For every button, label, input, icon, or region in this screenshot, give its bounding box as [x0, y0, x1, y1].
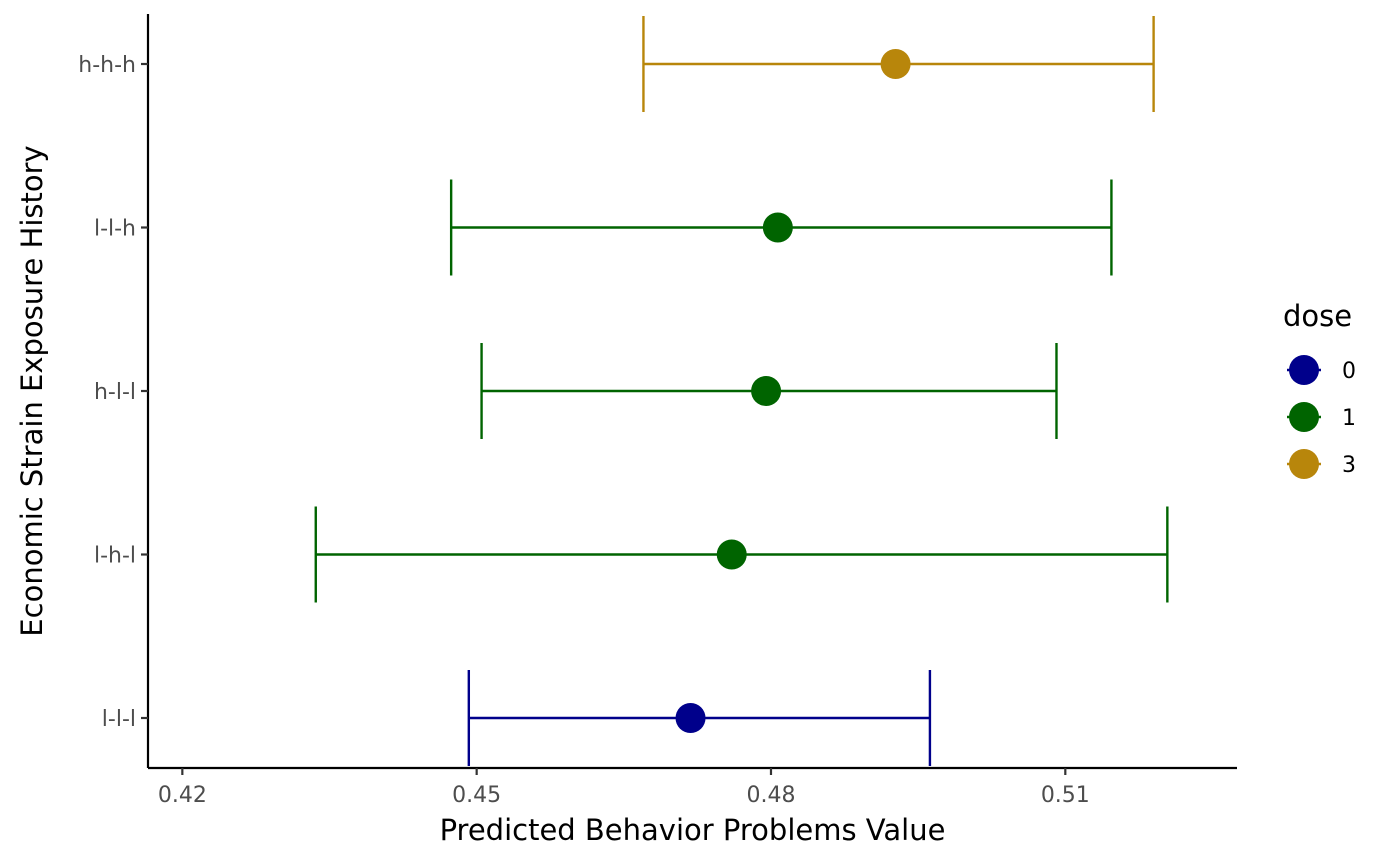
x-axis-title: Predicted Behavior Problems Value: [440, 813, 946, 847]
x-tick-label: 0.51: [1041, 783, 1090, 808]
y-axis-title: Economic Strain Exposure History: [15, 145, 49, 636]
y-tick-label: l-l-l: [102, 707, 136, 732]
legend-item: 1: [1287, 402, 1356, 432]
y-axis-ticks: l-l-l l-h-l h-l-l l-l-h h-h-h: [78, 53, 148, 732]
legend-key-swatch: [1289, 355, 1319, 385]
point-estimate: [716, 539, 747, 570]
point-estimate: [751, 376, 782, 406]
legend-label: 0: [1342, 359, 1356, 384]
errorbar-l-h-l: [314, 506, 1169, 603]
legend-key-swatch: [1289, 449, 1319, 479]
y-tick-label: l-h-l: [94, 544, 136, 569]
errorbar-h-h-h: [642, 16, 1155, 112]
errorbar-l-l-h: [449, 179, 1113, 276]
point-estimate: [675, 703, 706, 733]
point-estimate: [762, 212, 793, 243]
point-estimate: [880, 49, 911, 79]
errorbar-h-l-l: [480, 343, 1058, 439]
y-tick-label: h-h-h: [78, 53, 136, 78]
x-axis-ticks: 0.42 0.45 0.48 0.51: [158, 768, 1090, 808]
y-tick-label: l-l-h: [94, 217, 136, 242]
x-tick-label: 0.48: [746, 783, 795, 808]
legend-key-swatch: [1289, 402, 1319, 432]
y-tick-label: h-l-l: [94, 380, 136, 405]
errorbar-l-l-l: [467, 670, 932, 766]
legend-label: 1: [1342, 406, 1356, 431]
legend-title: dose: [1283, 299, 1352, 333]
x-tick-label: 0.45: [452, 783, 501, 808]
legend-item: 3: [1287, 449, 1356, 479]
plot-marks: [314, 16, 1169, 766]
x-tick-label: 0.42: [158, 783, 207, 808]
legend: dose 0 1 3: [1283, 299, 1356, 479]
legend-label: 3: [1342, 453, 1356, 478]
legend-item: 0: [1287, 355, 1356, 385]
